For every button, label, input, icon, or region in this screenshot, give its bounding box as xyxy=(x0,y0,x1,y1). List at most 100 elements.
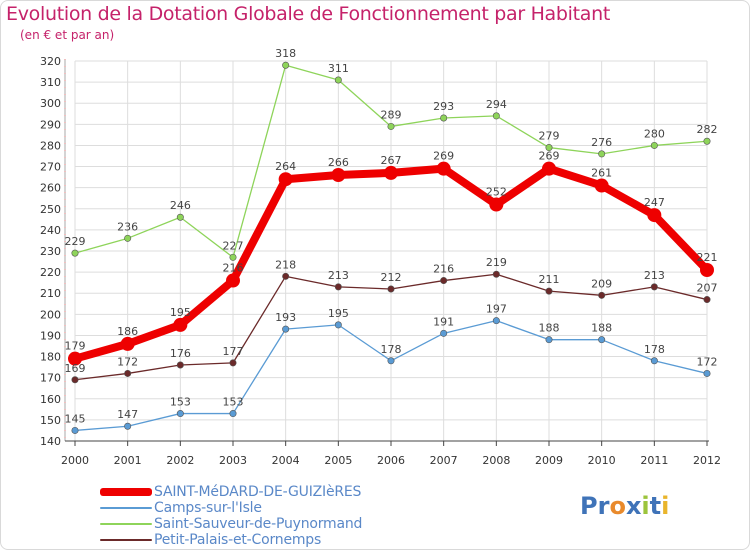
x-tick-label: 2002 xyxy=(166,454,194,467)
data-label: 209 xyxy=(591,277,612,290)
y-tick-label: 280 xyxy=(40,139,61,152)
data-label: 247 xyxy=(644,196,665,209)
data-point xyxy=(545,287,553,295)
data-label: 178 xyxy=(381,343,402,356)
data-point xyxy=(440,329,448,337)
data-point xyxy=(650,141,658,149)
data-point xyxy=(545,336,553,344)
y-tick-label: 230 xyxy=(40,245,61,258)
data-label: 279 xyxy=(539,130,560,143)
data-label: 145 xyxy=(65,412,86,425)
data-point xyxy=(334,321,342,329)
data-point xyxy=(124,369,132,377)
data-label: 188 xyxy=(591,322,612,335)
y-tick-label: 190 xyxy=(40,329,61,342)
y-tick-label: 210 xyxy=(40,287,61,300)
logo-letter: t xyxy=(649,492,662,520)
grid: 140 150 160 170 180 190 200 210 220 230 240 250 260 2… xyxy=(40,55,721,467)
data-label: 236 xyxy=(117,220,138,233)
data-point xyxy=(650,357,658,365)
y-tick-label: 180 xyxy=(40,351,61,364)
y-tick-label: 320 xyxy=(40,55,61,68)
data-label: 269 xyxy=(539,150,560,163)
data-label: 266 xyxy=(328,156,349,169)
legend-swatch xyxy=(100,539,152,541)
data-point xyxy=(492,112,500,120)
data-point xyxy=(647,208,662,223)
data-point xyxy=(282,61,290,69)
data-label: 179 xyxy=(65,340,86,353)
data-point xyxy=(282,325,290,333)
proxiti-logo: Proxiti xyxy=(580,492,669,520)
data-label: 294 xyxy=(486,98,507,111)
data-label: 293 xyxy=(433,100,454,113)
data-point xyxy=(278,172,293,187)
data-point xyxy=(700,263,714,277)
data-point xyxy=(703,296,711,304)
legend-label: SAINT-MéDARD-DE-GUIZIèRES xyxy=(154,484,362,500)
data-point xyxy=(703,369,711,377)
data-point xyxy=(387,122,395,130)
data-point xyxy=(71,376,79,384)
data-label: 261 xyxy=(591,167,612,180)
x-tick-label: 2004 xyxy=(272,454,300,467)
y-tick-label: 170 xyxy=(40,372,61,385)
legend-swatch xyxy=(100,507,152,509)
data-point xyxy=(489,197,504,212)
logo-letter: i xyxy=(641,492,650,520)
legend-item: SAINT-MéDARD-DE-GUIZIèRES xyxy=(100,484,362,500)
data-point xyxy=(124,234,132,242)
data-label: 172 xyxy=(117,355,138,368)
x-tick-label: 2006 xyxy=(377,454,405,467)
legend-swatch xyxy=(100,488,152,496)
data-label: 218 xyxy=(275,258,296,271)
data-label: 227 xyxy=(223,239,244,252)
labels-1: 145 147 153 153 193 195 178 191 197 188 188 178 172 xyxy=(65,303,718,426)
data-point xyxy=(387,285,395,293)
y-tick-label: 200 xyxy=(40,308,61,321)
data-label: 172 xyxy=(697,355,718,368)
data-label: 197 xyxy=(486,303,507,316)
data-label: 276 xyxy=(591,136,612,149)
data-label: 252 xyxy=(486,186,507,199)
data-point xyxy=(120,336,135,351)
y-tick-label: 260 xyxy=(40,182,61,195)
logo-letter: r xyxy=(597,492,610,520)
data-point xyxy=(176,213,184,221)
data-point xyxy=(598,336,606,344)
series-0 xyxy=(68,161,714,366)
data-label: 178 xyxy=(644,343,665,356)
series-3 xyxy=(71,270,711,384)
data-label: 318 xyxy=(275,47,296,60)
legend-swatch xyxy=(100,523,152,525)
data-point xyxy=(229,253,237,261)
x-tick-label: 2012 xyxy=(693,454,721,467)
data-label: 212 xyxy=(381,271,402,284)
data-label: 289 xyxy=(381,108,402,121)
data-label: 267 xyxy=(381,154,402,167)
data-point xyxy=(598,150,606,158)
legend-label: Saint-Sauveur-de-Puynormand xyxy=(154,516,363,532)
legend-label: Camps-sur-l'Isle xyxy=(154,500,262,516)
labels-3: 169 172 176 177 218 213 212 216 219 211 209 213 207 xyxy=(65,256,718,375)
chart-subtitle: (en € et par an) xyxy=(20,28,115,42)
x-tick-label: 2003 xyxy=(219,454,247,467)
data-label: 216 xyxy=(223,262,244,275)
data-point xyxy=(176,361,184,369)
labels-0: 179 186 195 216 264 266 267 269 252 269 261 247 221 xyxy=(65,150,718,353)
data-point xyxy=(650,283,658,291)
y-tick-label: 250 xyxy=(40,203,61,216)
data-point xyxy=(229,359,237,367)
data-point xyxy=(68,351,82,366)
legend-item: Petit-Palais-et-Cornemps xyxy=(100,532,362,548)
data-point xyxy=(542,161,556,176)
y-tick-label: 300 xyxy=(40,97,61,110)
data-label: 193 xyxy=(275,311,296,324)
data-point xyxy=(334,283,342,291)
legend-item: Saint-Sauveur-de-Puynormand xyxy=(100,516,362,532)
data-label: 153 xyxy=(223,396,244,409)
y-tick-label: 150 xyxy=(40,414,61,427)
data-point xyxy=(436,161,451,176)
